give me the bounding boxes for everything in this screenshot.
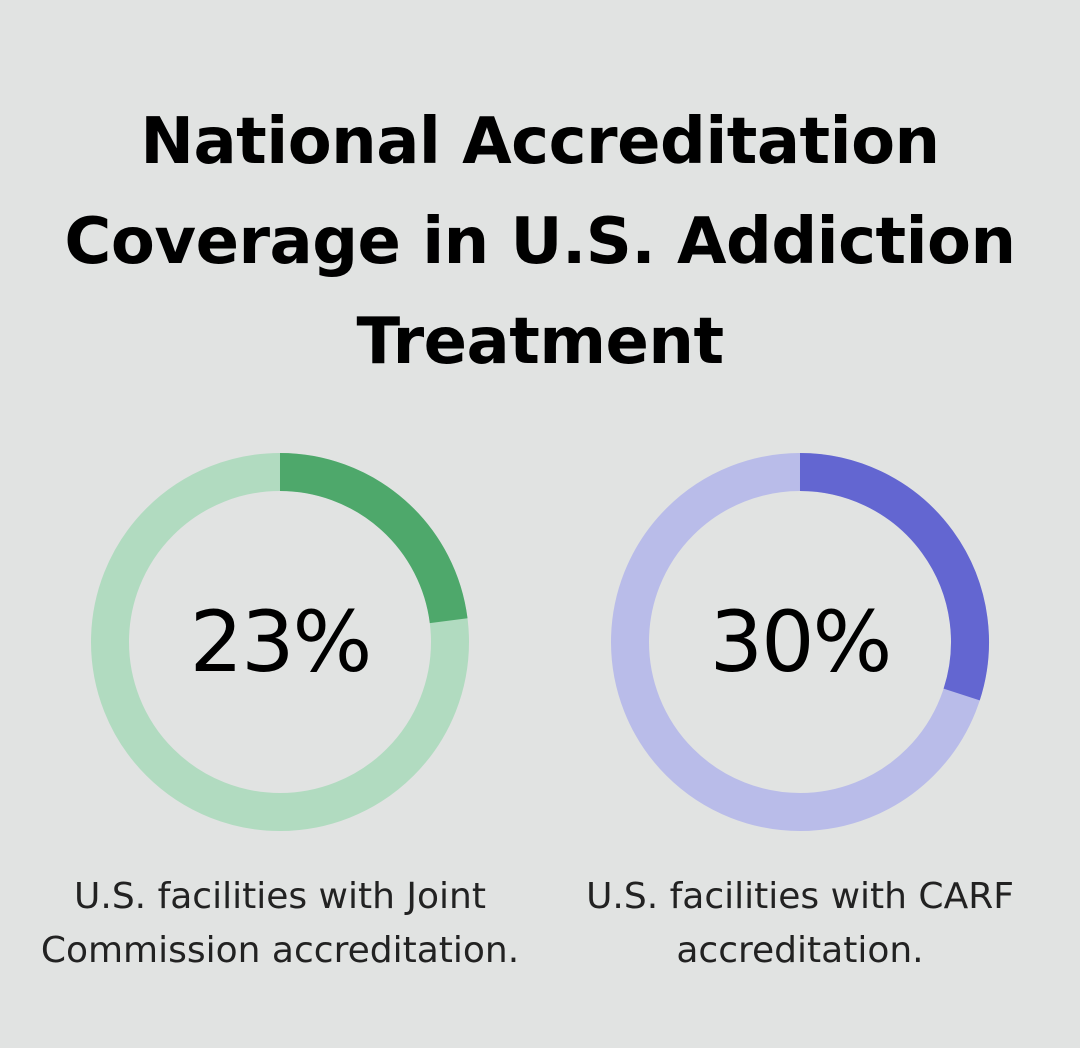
title-line-3: Treatment bbox=[356, 305, 724, 379]
title-line-1: National Accreditation bbox=[140, 105, 940, 179]
percent-label-joint-commission: 23% bbox=[189, 593, 373, 691]
donut-svg-joint-commission bbox=[91, 453, 469, 831]
percent-label-carf: 30% bbox=[709, 593, 893, 691]
donut-svg-carf bbox=[611, 453, 989, 831]
donut-chart-joint-commission: 23% bbox=[90, 452, 470, 832]
page-title: National Accreditation Coverage in U.S. … bbox=[0, 92, 1080, 392]
donut-chart-carf: 30% bbox=[610, 452, 990, 832]
title-line-2: Coverage in U.S. Addiction bbox=[64, 205, 1016, 279]
caption-joint-commission: U.S. facilities with Joint Commission ac… bbox=[40, 876, 520, 971]
donut-arc-carf bbox=[799, 453, 989, 701]
caption-carf: U.S. facilities with CARF accreditation. bbox=[586, 876, 1014, 971]
donut-arc-joint-commission bbox=[279, 453, 468, 624]
